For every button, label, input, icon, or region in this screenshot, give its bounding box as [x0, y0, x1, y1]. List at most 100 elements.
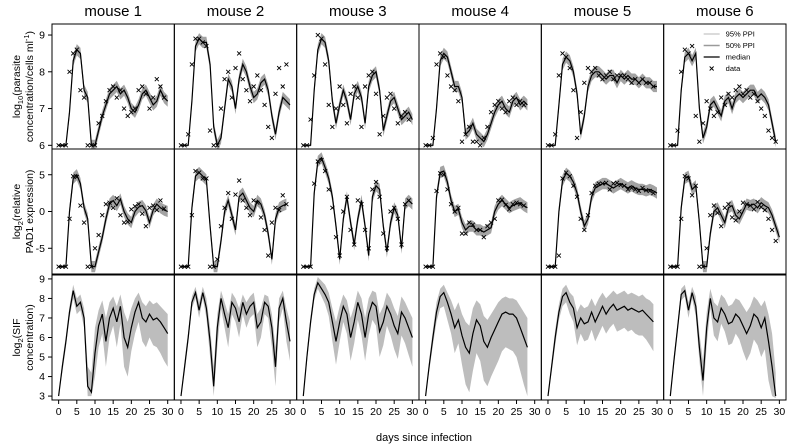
- data-point: [629, 80, 634, 86]
- row-label-close: ): [24, 31, 36, 35]
- data-point: [503, 109, 508, 115]
- panel-plot-area: [545, 167, 658, 269]
- data-point: [406, 117, 412, 122]
- data-point: [63, 143, 69, 148]
- data-point: [448, 84, 454, 89]
- data-point: [388, 91, 393, 97]
- data-point: [229, 95, 235, 100]
- data-point: [280, 193, 286, 198]
- x-tick-label: 25: [755, 406, 767, 418]
- data-point: [189, 62, 195, 67]
- data-point: [426, 264, 432, 269]
- data-point: [682, 47, 688, 53]
- data-point: [125, 219, 131, 225]
- ppi-band: [548, 51, 657, 147]
- data-point: [139, 84, 145, 89]
- panel-parasite-5: [540, 23, 665, 150]
- x-tick-label: 10: [578, 406, 590, 418]
- ppi-band: [425, 284, 528, 397]
- y-tick-label: 8: [39, 66, 45, 78]
- data-point: [359, 201, 364, 207]
- row-label-line2: concentration/cells ml-1): [22, 31, 36, 142]
- data-point: [211, 264, 217, 269]
- ppi-band: [58, 44, 168, 149]
- data-point: [640, 185, 645, 191]
- data-point: [463, 231, 468, 236]
- median-line: [302, 281, 413, 397]
- data-point: [59, 143, 65, 148]
- data-point: [218, 223, 224, 229]
- data-point: [300, 264, 306, 269]
- data-point: [470, 222, 476, 228]
- data-point: [700, 120, 706, 126]
- x-tick-label: 0: [300, 406, 306, 418]
- data-point: [747, 95, 753, 100]
- data-point: [441, 54, 447, 60]
- data-point: [326, 102, 332, 108]
- data-point: [578, 216, 584, 222]
- data-point: [85, 264, 91, 269]
- data-point: [769, 135, 775, 141]
- data-point: [158, 198, 163, 203]
- panel-PAD1-2: [173, 148, 298, 275]
- x-tick-label: 10: [334, 406, 346, 418]
- data-point: [611, 181, 616, 186]
- data-point: [158, 84, 163, 89]
- data-point: [715, 210, 720, 216]
- data-point: [200, 176, 206, 181]
- data-point: [218, 106, 224, 111]
- data-point: [722, 102, 728, 108]
- data-point: [517, 98, 523, 104]
- data-point: [99, 113, 105, 119]
- x-tick-label: 30: [284, 406, 296, 418]
- data-point: [92, 245, 98, 251]
- data-point: [675, 264, 680, 269]
- data-point: [370, 187, 375, 192]
- median-line: [303, 156, 413, 268]
- legend-label: median: [726, 53, 751, 62]
- data-point: [718, 95, 724, 100]
- data-point: [99, 212, 105, 218]
- y-tick-label: 9: [39, 274, 45, 286]
- data-point: [704, 245, 709, 251]
- data-point: [707, 106, 713, 111]
- median-line: [180, 290, 291, 397]
- legend: 95% PPI 50% PPI median data: [703, 30, 755, 73]
- data-point: [621, 183, 627, 189]
- data-point: [380, 231, 386, 236]
- data-point: [514, 200, 519, 205]
- data-point: [697, 139, 702, 144]
- data-point: [549, 143, 554, 148]
- data-point: [740, 200, 746, 205]
- data-point: [182, 264, 187, 269]
- x-tick-label: 10: [211, 406, 223, 418]
- data-point: [74, 47, 80, 53]
- row-label-PAD1: log2(relative PAD1 expression): [11, 170, 36, 254]
- data-point: [355, 198, 361, 203]
- data-point: [388, 209, 393, 214]
- data-point: [560, 176, 565, 181]
- data-point: [211, 143, 217, 148]
- data-point: [150, 203, 156, 208]
- data-point: [193, 168, 198, 174]
- data-point: [351, 242, 357, 247]
- y-tick-label: 4: [39, 371, 45, 383]
- data-point: [132, 106, 138, 111]
- data-point: [118, 87, 123, 93]
- data-point: [492, 102, 498, 108]
- x-tick-label: 20: [493, 406, 505, 418]
- data-point: [284, 62, 289, 67]
- x-tick-label: 5: [196, 406, 202, 418]
- x-tick-label: 0: [178, 406, 184, 418]
- data-point: [552, 131, 558, 137]
- data-point: [315, 32, 321, 38]
- legend-label: data: [726, 64, 741, 73]
- data-point: [391, 205, 397, 211]
- data-point: [366, 73, 372, 78]
- data-point: [265, 124, 271, 130]
- data-point: [399, 113, 404, 119]
- data-point: [225, 69, 231, 75]
- x-tick-label: 20: [615, 406, 627, 418]
- data-point: [474, 227, 479, 233]
- data-point: [629, 185, 634, 191]
